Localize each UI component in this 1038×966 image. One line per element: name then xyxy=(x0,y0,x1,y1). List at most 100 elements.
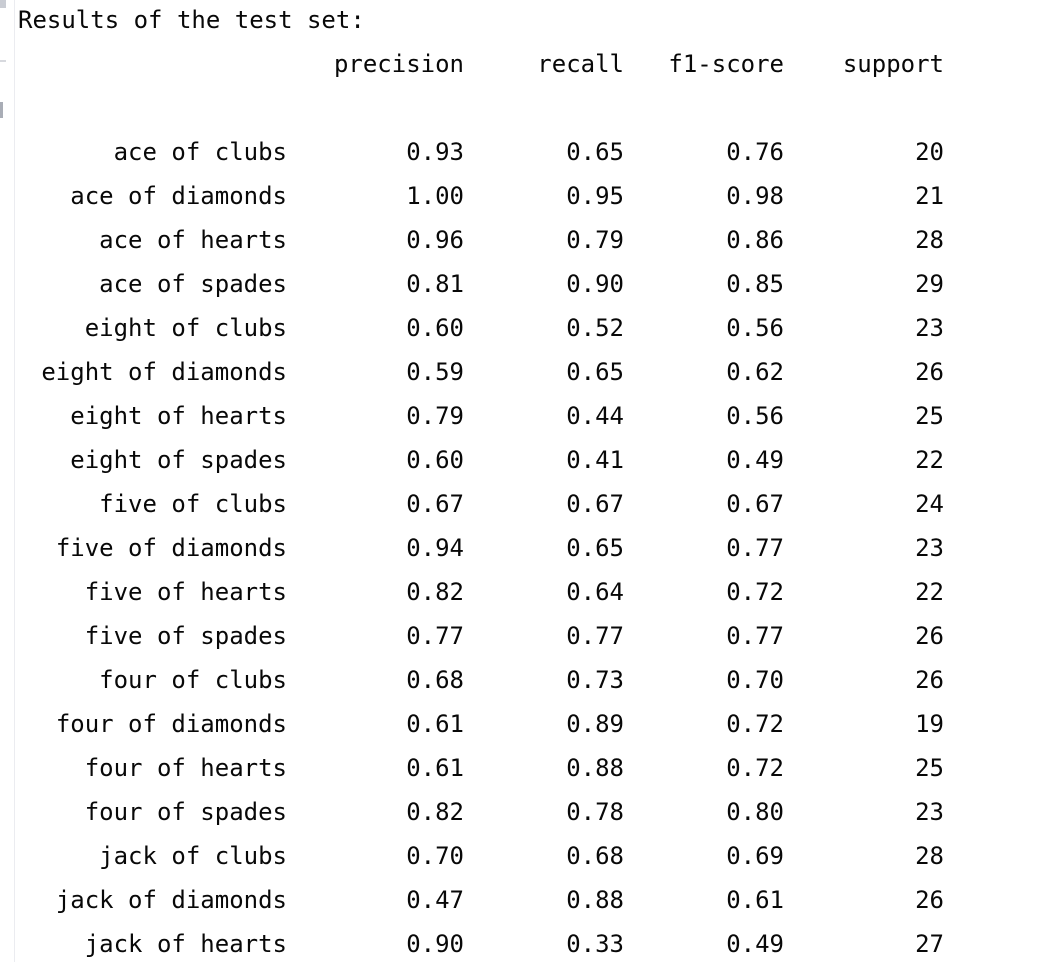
row-label: four of diamonds xyxy=(55,710,287,738)
cell-recall: 0.52 xyxy=(566,314,624,342)
cell-support: 28 xyxy=(915,226,944,254)
editor-gutter xyxy=(0,0,15,962)
row-label: jack of diamonds xyxy=(55,886,287,914)
row-label: jack of clubs xyxy=(99,842,287,870)
cell-f1-score: 0.49 xyxy=(726,930,784,958)
table-row: jack of hearts 0.90 0.33 0.49 27 xyxy=(0,922,1038,966)
cell-recall: 0.78 xyxy=(566,798,624,826)
cell-recall: 0.88 xyxy=(566,886,624,914)
cell-f1-score: 0.86 xyxy=(726,226,784,254)
cell-f1-score: 0.77 xyxy=(726,622,784,650)
output-title: Results of the test set: xyxy=(18,6,365,34)
table-row: five of hearts 0.82 0.64 0.72 22 xyxy=(0,570,1038,614)
cell-precision: 0.70 xyxy=(406,842,464,870)
row-label: ace of hearts xyxy=(99,226,287,254)
cell-f1-score: 0.98 xyxy=(726,182,784,210)
cell-recall: 0.77 xyxy=(566,622,624,650)
gutter-marker xyxy=(0,0,6,8)
table-row: eight of clubs 0.60 0.52 0.56 23 xyxy=(0,306,1038,350)
cell-f1-score: 0.56 xyxy=(726,314,784,342)
cell-f1-score: 0.72 xyxy=(726,710,784,738)
cell-support: 22 xyxy=(915,578,944,606)
cell-f1-score: 0.67 xyxy=(726,490,784,518)
table-row: jack of diamonds 0.47 0.88 0.61 26 xyxy=(0,878,1038,922)
row-label: five of hearts xyxy=(84,578,287,606)
cell-f1-score: 0.76 xyxy=(726,138,784,166)
column-header-recall: recall xyxy=(537,50,624,78)
cell-support: 26 xyxy=(915,358,944,386)
row-label: five of spades xyxy=(84,622,287,650)
cell-recall: 0.64 xyxy=(566,578,624,606)
table-row: four of hearts 0.61 0.88 0.72 25 xyxy=(0,746,1038,790)
table-row: ace of spades 0.81 0.90 0.85 29 xyxy=(0,262,1038,306)
cell-f1-score: 0.69 xyxy=(726,842,784,870)
cell-recall: 0.79 xyxy=(566,226,624,254)
row-label: four of clubs xyxy=(99,666,287,694)
row-label: ace of clubs xyxy=(113,138,287,166)
table-row: five of clubs 0.67 0.67 0.67 24 xyxy=(0,482,1038,526)
cell-recall: 0.68 xyxy=(566,842,624,870)
cell-precision: 0.93 xyxy=(406,138,464,166)
table-row: four of clubs 0.68 0.73 0.70 26 xyxy=(0,658,1038,702)
row-label: eight of diamonds xyxy=(41,358,287,386)
cell-f1-score: 0.77 xyxy=(726,534,784,562)
cell-f1-score: 0.49 xyxy=(726,446,784,474)
cell-precision: 0.47 xyxy=(406,886,464,914)
cell-recall: 0.73 xyxy=(566,666,624,694)
cell-recall: 0.33 xyxy=(566,930,624,958)
row-label: five of clubs xyxy=(99,490,287,518)
cell-precision: 0.61 xyxy=(406,754,464,782)
cell-f1-score: 0.61 xyxy=(726,886,784,914)
table-row: eight of hearts 0.79 0.44 0.56 25 xyxy=(0,394,1038,438)
cell-support: 19 xyxy=(915,710,944,738)
row-label: ace of diamonds xyxy=(70,182,287,210)
cell-support: 23 xyxy=(915,534,944,562)
cell-f1-score: 0.72 xyxy=(726,754,784,782)
cell-recall: 0.88 xyxy=(566,754,624,782)
cell-f1-score: 0.70 xyxy=(726,666,784,694)
cell-support: 26 xyxy=(915,622,944,650)
row-label: ace of spades xyxy=(99,270,287,298)
cell-recall: 0.65 xyxy=(566,138,624,166)
cell-precision: 0.77 xyxy=(406,622,464,650)
table-row: jack of clubs 0.70 0.68 0.69 28 xyxy=(0,834,1038,878)
row-label: four of hearts xyxy=(84,754,287,782)
table-row: five of spades 0.77 0.77 0.77 26 xyxy=(0,614,1038,658)
row-label: eight of hearts xyxy=(70,402,287,430)
cell-precision: 0.67 xyxy=(406,490,464,518)
cell-recall: 0.65 xyxy=(566,358,624,386)
column-header-support: support xyxy=(842,50,944,78)
cell-recall: 0.41 xyxy=(566,446,624,474)
row-label: five of diamonds xyxy=(55,534,287,562)
cell-precision: 0.94 xyxy=(406,534,464,562)
gutter-marker xyxy=(0,60,6,62)
cell-support: 20 xyxy=(915,138,944,166)
cell-recall: 0.89 xyxy=(566,710,624,738)
cell-f1-score: 0.62 xyxy=(726,358,784,386)
table-row: eight of diamonds 0.59 0.65 0.62 26 xyxy=(0,350,1038,394)
table-row: four of diamonds 0.61 0.89 0.72 19 xyxy=(0,702,1038,746)
cell-precision: 0.60 xyxy=(406,446,464,474)
cell-precision: 0.82 xyxy=(406,578,464,606)
cell-support: 24 xyxy=(915,490,944,518)
cell-precision: 0.81 xyxy=(406,270,464,298)
cell-precision: 0.68 xyxy=(406,666,464,694)
cell-recall: 0.90 xyxy=(566,270,624,298)
row-label: eight of clubs xyxy=(84,314,287,342)
cell-precision: 0.61 xyxy=(406,710,464,738)
cell-support: 27 xyxy=(915,930,944,958)
cell-precision: 0.59 xyxy=(406,358,464,386)
table-row: ace of clubs 0.93 0.65 0.76 20 xyxy=(0,130,1038,174)
cell-support: 28 xyxy=(915,842,944,870)
gutter-marker xyxy=(0,102,3,118)
cell-support: 26 xyxy=(915,666,944,694)
cell-recall: 0.67 xyxy=(566,490,624,518)
cell-recall: 0.65 xyxy=(566,534,624,562)
cell-recall: 0.95 xyxy=(566,182,624,210)
row-label: jack of hearts xyxy=(84,930,287,958)
cell-support: 21 xyxy=(915,182,944,210)
cell-support: 23 xyxy=(915,314,944,342)
cell-f1-score: 0.56 xyxy=(726,402,784,430)
cell-support: 29 xyxy=(915,270,944,298)
